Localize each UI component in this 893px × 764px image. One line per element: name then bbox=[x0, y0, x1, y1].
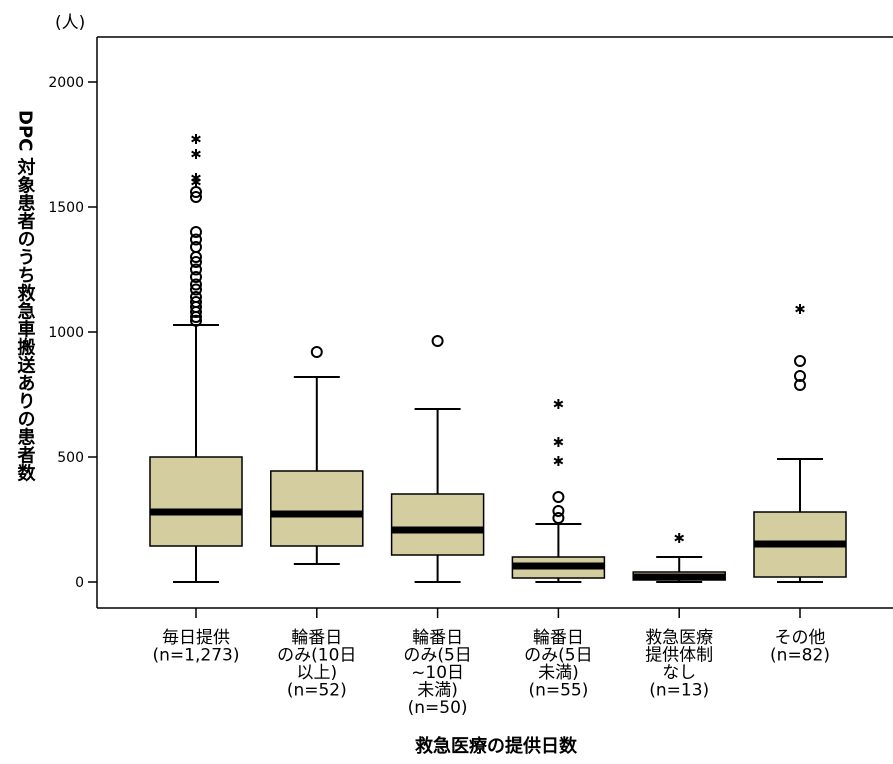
extreme bbox=[553, 456, 564, 466]
x-tick-label-line: (n=82) bbox=[770, 646, 830, 666]
x-tick-label: 輪番日のみ(5日未満) (n=55) bbox=[524, 628, 592, 701]
box bbox=[270, 470, 364, 547]
box bbox=[390, 493, 485, 556]
y-tick-label: 0 bbox=[75, 575, 84, 591]
x-tick-label-line: 輪番日 bbox=[291, 628, 342, 648]
x-tick-label-line: なし bbox=[662, 663, 696, 683]
outlier bbox=[190, 226, 202, 238]
x-tick-label-line: 未満) bbox=[538, 663, 579, 683]
x-tick-label-line: (n=50) bbox=[408, 698, 468, 718]
extreme bbox=[795, 304, 805, 314]
outlier bbox=[190, 263, 202, 276]
outlier bbox=[190, 271, 202, 283]
x-tick-label-line: (n=13) bbox=[649, 681, 709, 701]
x-tick-label-line: ~10日 bbox=[411, 663, 464, 683]
x-axis-title: 救急医療の提供日数 bbox=[415, 735, 578, 757]
y-tick-label: 1500 bbox=[48, 200, 84, 216]
outlier bbox=[552, 491, 565, 503]
unit-label: (人) bbox=[55, 13, 85, 33]
x-tick-label-line: のみ(5日 bbox=[524, 646, 592, 666]
extreme bbox=[674, 533, 685, 543]
extreme bbox=[191, 173, 201, 183]
extreme bbox=[553, 437, 564, 447]
x-tick-label-line: その他 bbox=[775, 628, 826, 648]
x-tick-label-line: 以上) bbox=[296, 663, 337, 683]
outlier bbox=[552, 512, 565, 524]
extreme bbox=[191, 134, 201, 144]
x-tick-label: 輪番日のみ(10日以上) (n=52) bbox=[277, 628, 356, 701]
outlier bbox=[794, 370, 806, 382]
y-tick-label: 1000 bbox=[48, 325, 84, 341]
outlier bbox=[310, 346, 323, 358]
box bbox=[149, 456, 243, 547]
x-tick-label-line: 提供体制 bbox=[645, 646, 713, 666]
outlier bbox=[190, 191, 202, 203]
x-tick-label-line: のみ(5日 bbox=[403, 646, 471, 666]
outlier bbox=[431, 335, 444, 347]
x-tick-label-line: 毎日提供 bbox=[162, 628, 230, 648]
outlier bbox=[190, 283, 202, 296]
y-tick-label: 500 bbox=[57, 450, 84, 466]
x-tick-label-line: 輪番日 bbox=[533, 628, 584, 648]
outlier bbox=[190, 241, 202, 253]
x-tick-label-line: (n=1,273) bbox=[153, 646, 240, 666]
x-tick-label-line: (n=55) bbox=[528, 681, 588, 701]
x-tick-label-line: 救急医療 bbox=[645, 628, 713, 648]
outlier bbox=[190, 296, 202, 308]
outlier bbox=[190, 314, 202, 327]
extreme bbox=[553, 399, 564, 409]
y-tick-label: 2000 bbox=[48, 75, 84, 91]
x-tick-label: 輪番日のみ(5日~10日未満) (n=50) bbox=[403, 628, 471, 718]
outlier bbox=[190, 291, 202, 303]
x-tick-label-line: のみ(10日 bbox=[277, 646, 356, 666]
outlier bbox=[794, 355, 806, 367]
outlier bbox=[190, 278, 202, 291]
x-tick-label: 毎日提供(n=1,273) bbox=[153, 628, 240, 666]
x-tick-label-line: (n=52) bbox=[287, 681, 347, 701]
outlier bbox=[190, 256, 202, 268]
outlier bbox=[190, 233, 202, 246]
extreme bbox=[191, 149, 201, 159]
x-tick-label: その他(n=82) bbox=[770, 628, 830, 666]
x-tick-label-line: 未満) bbox=[417, 681, 458, 701]
outlier bbox=[552, 505, 565, 517]
x-tick-label: 救急医療提供体制なし(n=13) bbox=[645, 628, 713, 701]
x-tick-label-line: 輪番日 bbox=[412, 628, 463, 648]
y-axis-title: DPC 対象患者のうち救急車搬送ありの患者数 bbox=[15, 110, 37, 482]
